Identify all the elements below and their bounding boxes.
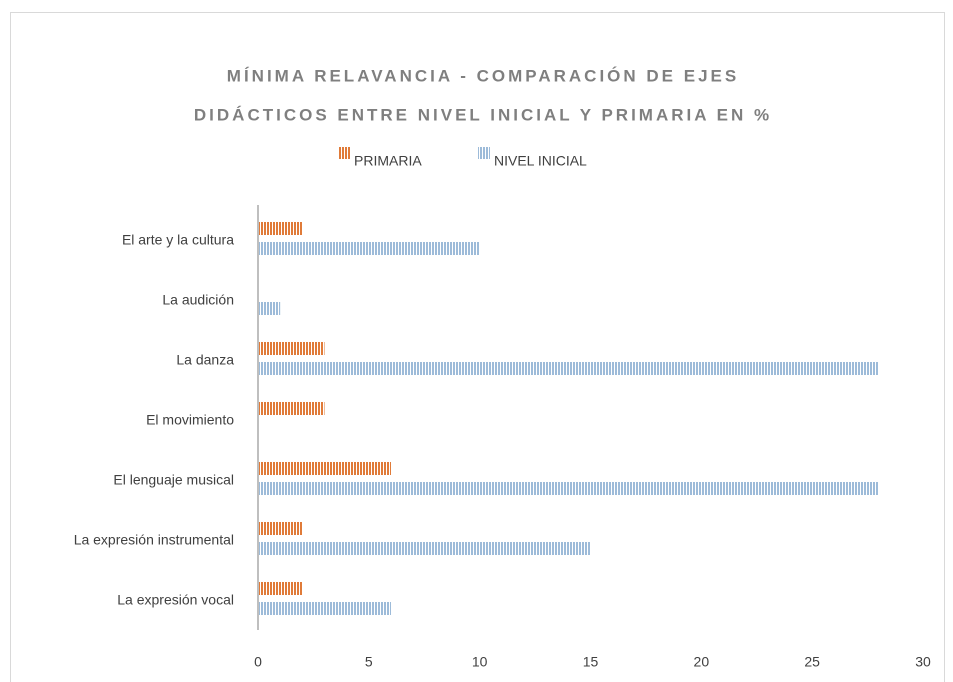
legend-label: PRIMARIA	[354, 153, 422, 169]
bar	[258, 242, 480, 255]
bar	[258, 482, 879, 495]
y-tick-label: La expresión vocal	[117, 592, 234, 608]
bar	[258, 362, 879, 375]
legend-swatch	[338, 147, 350, 159]
y-tick-label: La audición	[162, 292, 234, 308]
chart-border	[10, 12, 945, 682]
bar	[258, 542, 591, 555]
bar	[258, 602, 391, 615]
y-tick-label: La expresión instrumental	[74, 532, 234, 548]
bar	[258, 222, 303, 235]
bar	[258, 302, 281, 315]
legend-label: NIVEL INICIAL	[494, 153, 587, 169]
chart-title: DIDÁCTICOS ENTRE NIVEL INICIAL Y PRIMARI…	[194, 105, 772, 124]
x-tick-label: 20	[694, 654, 710, 670]
chart-title: MÍNIMA RELAVANCIA - COMPARACIÓN DE EJES	[227, 66, 739, 85]
y-tick-label: La danza	[176, 352, 234, 368]
bar	[258, 522, 303, 535]
x-tick-label: 30	[915, 654, 931, 670]
y-tick-label: El lenguaje musical	[113, 472, 234, 488]
x-tick-label: 15	[583, 654, 599, 670]
x-tick-label: 10	[472, 654, 488, 670]
y-tick-label: El arte y la cultura	[122, 232, 234, 248]
bar	[258, 402, 325, 415]
x-tick-label: 5	[365, 654, 373, 670]
x-tick-label: 0	[254, 654, 262, 670]
bar	[258, 582, 303, 595]
legend-swatch	[478, 147, 490, 159]
y-tick-label: El movimiento	[146, 412, 234, 428]
x-tick-label: 25	[804, 654, 820, 670]
bar	[258, 462, 391, 475]
bar	[258, 342, 325, 355]
